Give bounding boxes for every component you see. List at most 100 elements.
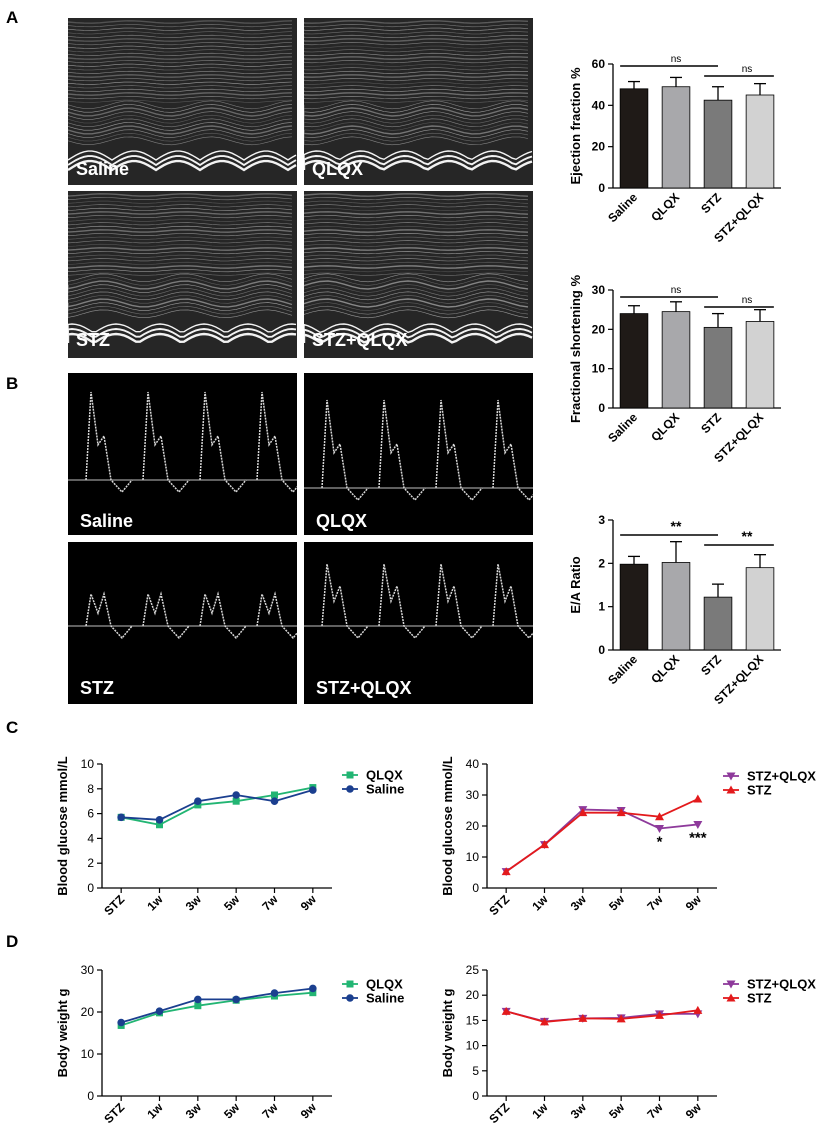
fractional-shortening-chart: 0 10 20 30 Fractional shortening % Saline QLQX…	[568, 275, 781, 465]
legend-label: Saline	[366, 991, 404, 1006]
doppler-wave	[378, 399, 426, 502]
mmode-wall-line	[68, 323, 297, 333]
blood-glucose-qlqx-saline-chart: 0 2 4 6 8 10 Blood glucose mmol/L STZ 1w 3w 5w 7w 9w…	[55, 756, 404, 918]
legend-label: STZ	[747, 783, 772, 798]
y-tick-label: 10	[81, 1047, 95, 1061]
x-tick-label: 5w	[606, 1100, 628, 1122]
y-tick-label: 2	[598, 556, 605, 570]
data-point	[270, 989, 279, 997]
mmode-trace-line	[304, 309, 529, 319]
y-axis-label: Blood glucose mmol/L	[55, 756, 70, 895]
significance-label: ***	[689, 829, 707, 846]
mmode-trace-line	[68, 100, 293, 110]
mmode-graphic	[304, 18, 533, 185]
mmode-trace-line	[68, 222, 293, 226]
mmode-wall-line	[68, 332, 297, 344]
mmode-trace-line	[68, 193, 293, 197]
mmode-trace-line	[68, 52, 293, 56]
data-point	[578, 808, 588, 817]
data-point	[693, 1005, 703, 1014]
doppler-wave	[199, 591, 247, 640]
y-tick-label: 0	[87, 1089, 94, 1103]
x-tick-label: 3w	[183, 1100, 205, 1122]
mmode-trace-line	[68, 218, 293, 222]
y-tick-label: 25	[466, 963, 480, 977]
data-point	[117, 1018, 125, 1027]
x-tick-label: 7w	[644, 892, 666, 914]
x-tick-label: STZ	[698, 190, 724, 216]
y-tick-label: 0	[472, 881, 479, 895]
mmode-wall-line	[304, 150, 533, 161]
mmode-trace-line	[68, 254, 293, 258]
mmode-trace-line	[68, 272, 293, 276]
doppler-label: QLQX	[316, 511, 368, 531]
x-tick-label: STZ	[101, 892, 127, 918]
blood-glucose-stz-chart: 0 10 20 30 40 Blood glucose mmol/L STZ 1w 3w 5w 7w…	[440, 756, 816, 918]
mmode-trace-line	[304, 277, 529, 286]
mmode-trace-line	[304, 122, 529, 131]
mmode-trace-line	[304, 193, 529, 197]
mmode-image-stz: STZ	[68, 191, 297, 358]
x-tick-label: Saline	[605, 410, 640, 445]
x-tick-label: 9w	[683, 892, 705, 914]
panel-label-c: C	[6, 718, 19, 737]
mmode-trace-line	[304, 45, 529, 49]
data-point	[271, 791, 278, 799]
mmode-trace-line	[68, 96, 293, 100]
mmode-wall-line	[68, 155, 297, 167]
bar-stz	[703, 326, 733, 409]
mmode-trace-line	[304, 96, 529, 100]
panel-label-b: B	[6, 374, 19, 393]
mmode-trace-line	[304, 100, 529, 110]
doppler-graphic	[304, 399, 533, 502]
mmode-trace-line	[304, 74, 529, 78]
data-point	[655, 812, 664, 821]
mmode-trace-line	[68, 42, 293, 46]
data-point	[616, 808, 626, 817]
mmode-image-stz-qlqx: STZ+QLQX	[304, 191, 533, 358]
data-point	[194, 1002, 202, 1010]
panel-label-a: A	[6, 8, 19, 27]
y-axis-label: Fractional shortening %	[568, 275, 583, 424]
mmode-trace-line	[68, 204, 293, 208]
y-tick-label: 5	[472, 1064, 479, 1078]
mmode-trace-line	[304, 92, 529, 96]
series-line-qlqx	[120, 786, 314, 826]
x-tick-label: 1w	[529, 1100, 551, 1122]
mmode-trace-line	[68, 114, 293, 124]
mmode-trace-line	[304, 269, 529, 273]
data-point	[540, 1017, 549, 1026]
doppler-wave	[321, 399, 369, 502]
y-tick-label: 10	[81, 757, 95, 771]
doppler-label: Saline	[80, 511, 134, 531]
doppler-graphic	[304, 563, 533, 640]
mmode-trace-line	[68, 211, 293, 215]
mmode-trace-line	[68, 261, 293, 265]
x-tick-label: STZ	[101, 1100, 127, 1126]
doppler-graphic	[68, 591, 297, 640]
mmode-trace-line	[68, 118, 293, 128]
bar-qlqx	[661, 86, 691, 189]
mmode-trace-line	[304, 107, 529, 117]
y-tick-label: 0	[472, 1089, 479, 1103]
x-tick-label: STZ	[486, 892, 512, 918]
significance-label: ns	[742, 64, 753, 75]
body-weight-stz-chart: 0 5 10 15 20 25 Body weight g STZ 1w 3w 5w 7w 9w STZ+…	[440, 963, 816, 1126]
mmode-trace-line	[304, 52, 529, 56]
mmode-trace-line	[68, 273, 293, 283]
mmode-label: QLQX	[312, 159, 364, 179]
mmode-trace-line	[304, 215, 529, 219]
x-tick-label: 1w	[144, 1100, 166, 1122]
doppler-wave	[256, 391, 297, 494]
y-tick-label: 30	[466, 788, 480, 802]
mmode-label: Saline	[76, 159, 130, 179]
legend-label: STZ	[747, 991, 772, 1006]
mmode-trace-line	[304, 20, 529, 24]
mmode-trace-line	[68, 104, 293, 113]
y-tick-label: 8	[87, 782, 94, 796]
doppler-wave	[256, 591, 297, 640]
mmode-trace-line	[304, 272, 529, 276]
mmode-trace-line	[304, 27, 529, 31]
mmode-trace-line	[68, 24, 293, 28]
bar-stz	[703, 99, 733, 189]
